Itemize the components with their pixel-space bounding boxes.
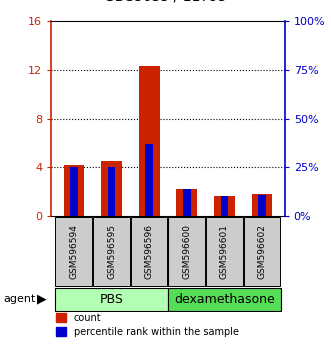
Text: GSM596601: GSM596601: [220, 224, 229, 279]
FancyBboxPatch shape: [56, 288, 167, 310]
Bar: [252, 194, 272, 216]
Text: agent: agent: [3, 294, 36, 304]
FancyBboxPatch shape: [244, 217, 280, 286]
Bar: [108, 167, 115, 216]
Text: GSM596594: GSM596594: [70, 224, 78, 279]
Bar: [70, 167, 78, 216]
Text: GSM596600: GSM596600: [182, 224, 191, 279]
FancyBboxPatch shape: [56, 217, 92, 286]
FancyBboxPatch shape: [206, 217, 243, 286]
Text: GDS5035 / 11795: GDS5035 / 11795: [104, 0, 227, 4]
Bar: [101, 161, 122, 216]
Bar: [64, 165, 84, 216]
FancyBboxPatch shape: [168, 288, 280, 310]
Bar: [258, 195, 266, 216]
Bar: [139, 66, 160, 216]
Bar: [221, 196, 228, 216]
Legend: count, percentile rank within the sample: count, percentile rank within the sample: [56, 313, 239, 337]
FancyBboxPatch shape: [131, 217, 167, 286]
Text: ▶: ▶: [36, 293, 46, 306]
FancyBboxPatch shape: [93, 217, 130, 286]
Text: dexamethasone: dexamethasone: [174, 293, 275, 306]
Bar: [214, 196, 235, 216]
Bar: [176, 189, 197, 216]
Text: GSM596595: GSM596595: [107, 224, 116, 279]
Text: GSM596596: GSM596596: [145, 224, 154, 279]
Bar: [183, 189, 191, 216]
Text: GSM596602: GSM596602: [258, 224, 266, 279]
Text: PBS: PBS: [100, 293, 123, 306]
FancyBboxPatch shape: [168, 217, 205, 286]
Bar: [145, 144, 153, 216]
